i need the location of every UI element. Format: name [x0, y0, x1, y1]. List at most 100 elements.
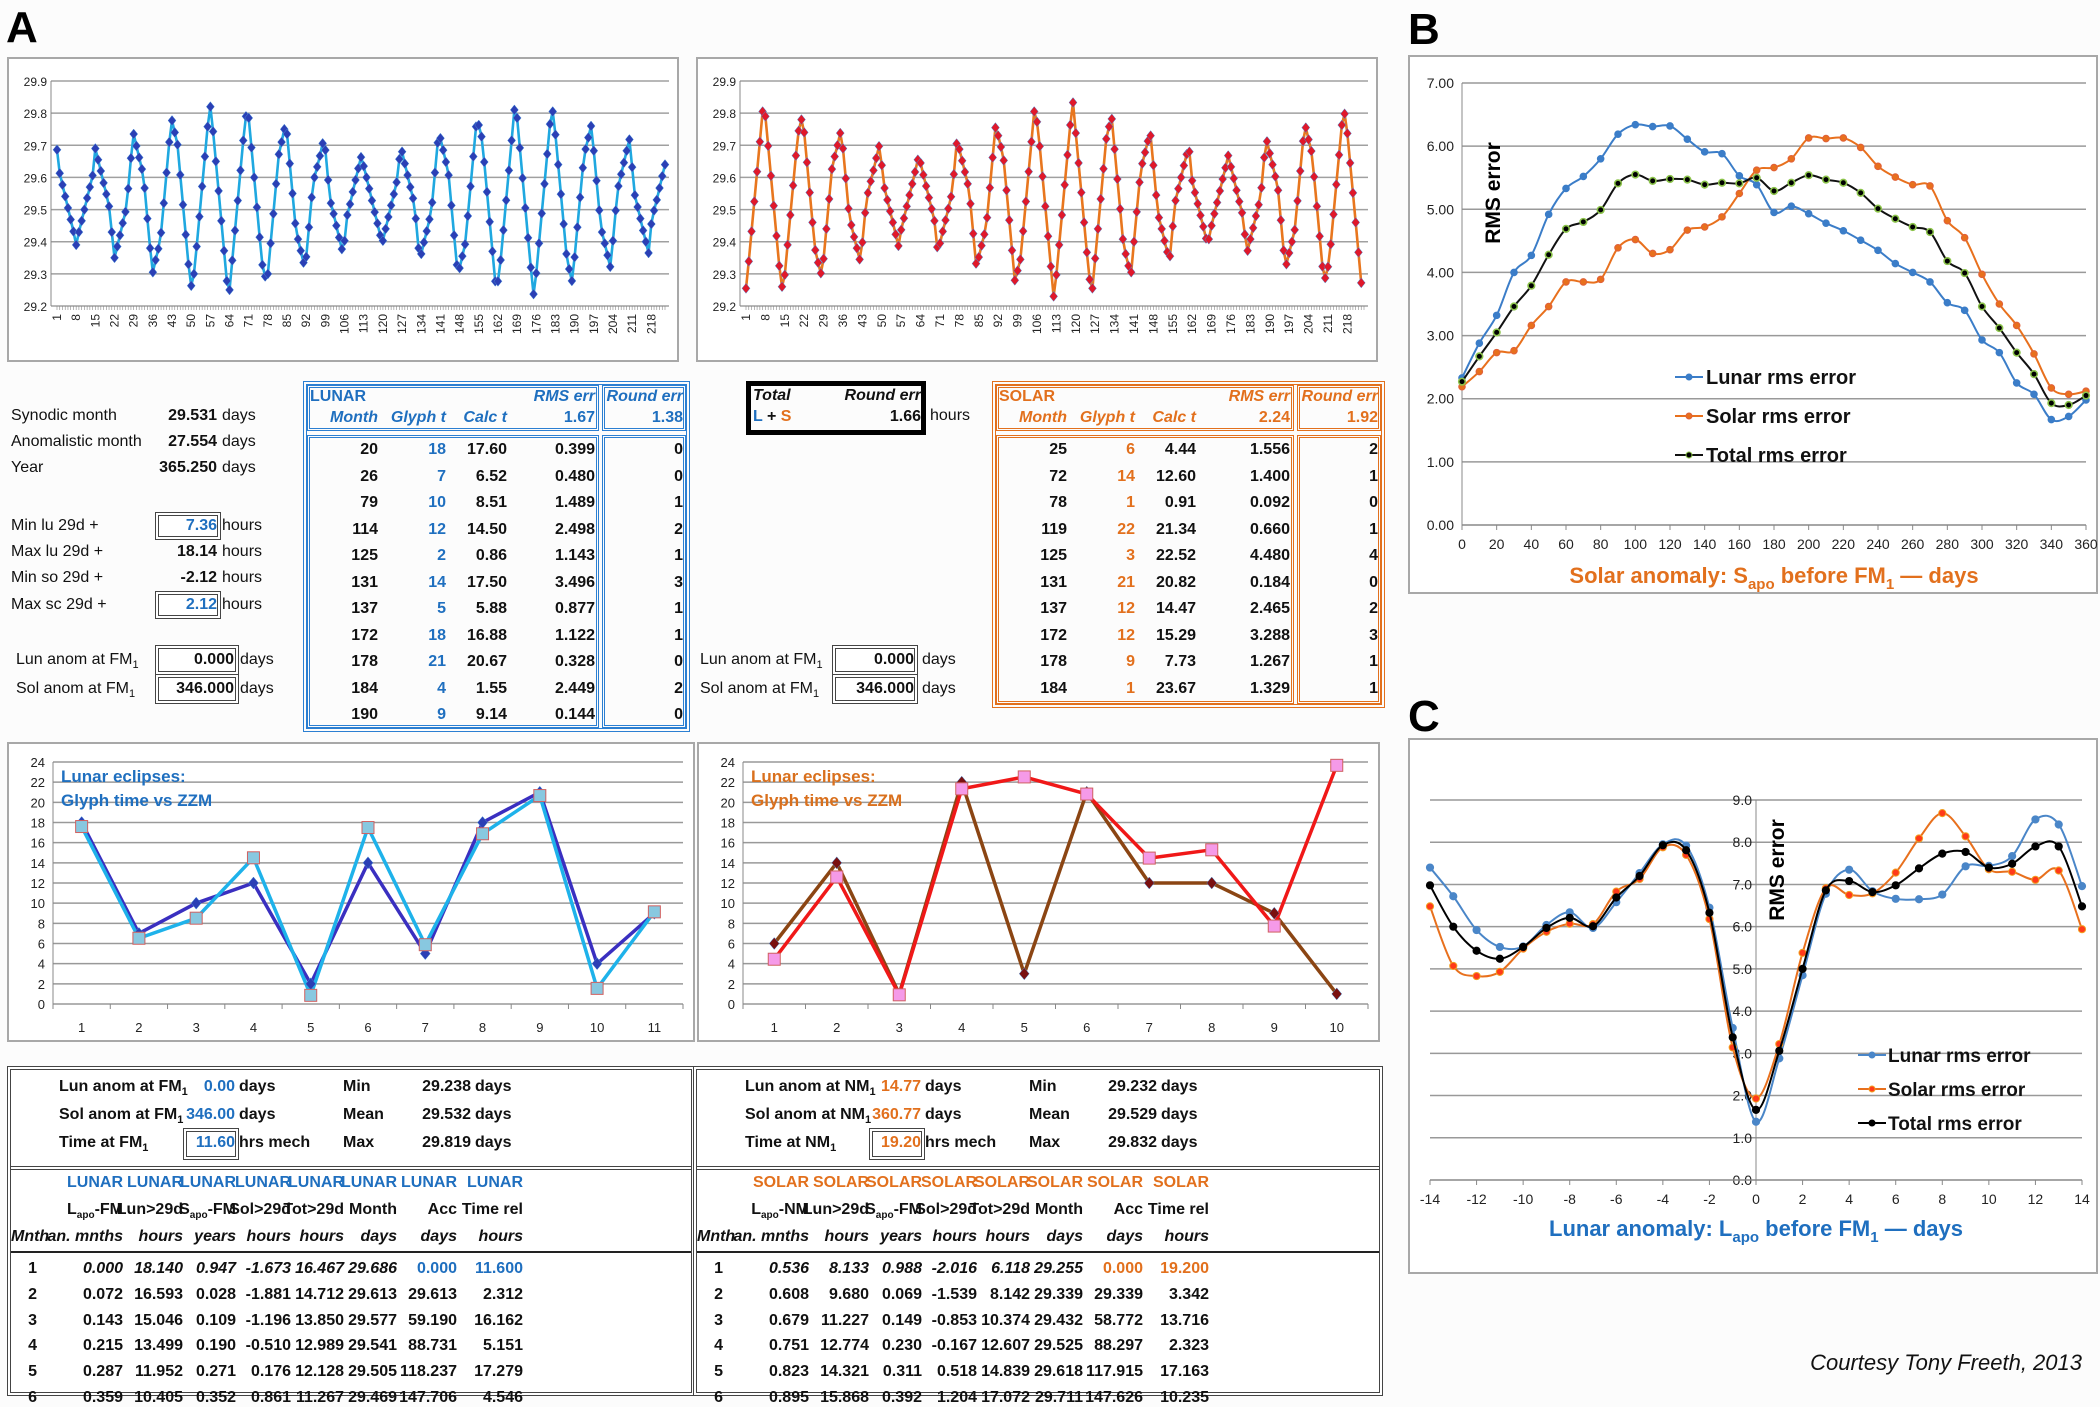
data-point	[1562, 184, 1570, 193]
data-point	[2031, 815, 2040, 824]
data-point	[927, 203, 936, 215]
data-point	[1223, 150, 1233, 161]
data-point	[58, 179, 67, 191]
data-point	[1137, 158, 1147, 170]
x-tick-label: 71	[933, 314, 947, 328]
group-label: LUNAR	[288, 1174, 344, 1191]
x-tick-label: 218	[1340, 314, 1354, 334]
lunar-eclipse-chart-frame: 0 2 4 6 8 10 12 14 16 18 20 22 24 1 2 3 4 5 6 7 8 9 10 11 Lunar …	[7, 742, 695, 1042]
data-point	[921, 180, 931, 192]
stat-label: Min	[1029, 1078, 1057, 1095]
data-point	[1544, 250, 1553, 259]
data-point	[999, 154, 1009, 166]
x-tick-label: 218	[644, 314, 658, 334]
data-point	[1262, 136, 1272, 147]
data-point	[88, 170, 97, 181]
data-point	[548, 106, 558, 117]
data-point	[307, 191, 317, 203]
data-point	[75, 820, 89, 834]
data-point	[63, 202, 73, 214]
table-cell: 58.772	[1094, 1311, 1143, 1329]
data-point	[980, 228, 989, 240]
data-point	[455, 262, 464, 274]
data-point	[647, 905, 661, 919]
data-point	[1821, 175, 1831, 184]
data-point	[1101, 133, 1111, 145]
x-tick-label: 57	[203, 314, 217, 328]
data-point	[1312, 200, 1322, 212]
table-cell: 16.88	[466, 626, 507, 644]
data-point	[1579, 172, 1588, 181]
data-point	[2030, 390, 2038, 399]
data-point	[1891, 173, 1900, 181]
table-cell: 2.465	[1249, 600, 1290, 617]
data-point	[830, 870, 844, 884]
lun_anom-label: Lun anom at FM1	[59, 1078, 188, 1098]
x-tick-label: 4	[1845, 1191, 1853, 1207]
data-point	[479, 156, 489, 168]
data-point	[1683, 135, 1692, 143]
x-tick-label: 64	[223, 314, 237, 328]
x-tick-label: 4	[250, 1020, 257, 1035]
stat-unit: days	[475, 1078, 512, 1095]
chart-b: 0.00 1.00 2.00 3.00 4.00 5.00 6.00 7.00 0 20 40 60 8…	[1427, 75, 2098, 593]
data-point	[274, 148, 284, 160]
param-value-box	[155, 512, 221, 540]
data-point	[1960, 306, 1969, 315]
subscript: 1	[132, 659, 139, 672]
data-point	[1449, 922, 1458, 931]
x-tick-label: 11	[648, 1020, 662, 1035]
label-text: Sol anom at FM	[59, 1106, 178, 1123]
table-cell: 2	[28, 1285, 37, 1303]
data-point	[255, 231, 264, 243]
table-cell: 12.128	[295, 1363, 344, 1381]
column-header: Sol>29d	[915, 1201, 977, 1218]
data-point	[1237, 207, 1247, 219]
x-tick-label: 78	[261, 314, 275, 328]
table-cell: 1	[1126, 494, 1135, 511]
data-point	[537, 208, 547, 219]
data-point	[74, 226, 84, 238]
data-point	[1648, 176, 1657, 185]
data-point	[858, 236, 867, 248]
x-tick-label: 127	[395, 314, 409, 334]
series-line-glyph	[772, 776, 1339, 999]
lunar-month-chart: 29.2 29.3 29.4 29.5 29.6 29.7 29.8 29.9 1 8 15 22 29…	[24, 75, 670, 334]
data-point	[991, 122, 1000, 134]
data-point	[649, 205, 659, 216]
data-point	[1839, 178, 1848, 187]
table-cell: 0.287	[82, 1363, 123, 1381]
chart-subtitle: Glyph time vs ZZM	[751, 791, 902, 810]
data-point	[211, 155, 221, 167]
stat-label: Min	[343, 1078, 371, 1095]
label-text: Time at NM	[745, 1134, 831, 1151]
data-point	[1449, 892, 1458, 901]
data-point	[521, 202, 530, 214]
table-cell: 11.600	[474, 1260, 523, 1277]
data-point	[551, 129, 560, 141]
data-point	[367, 195, 377, 206]
lunar-table-body	[307, 435, 599, 728]
y-tick-label: 7.00	[1427, 75, 1454, 91]
data-point	[356, 151, 366, 163]
legend-label: Lunar rms error	[1706, 367, 1856, 389]
data-point	[1612, 893, 1621, 902]
data-point	[559, 218, 568, 230]
y-tick-label: 29.8	[24, 107, 48, 121]
table-cell: 131	[351, 573, 378, 591]
data-point	[1251, 210, 1261, 222]
data-point	[1190, 187, 1200, 198]
y-tick-label: 18	[721, 816, 735, 831]
data-point	[1010, 274, 1020, 286]
data-point	[178, 199, 188, 211]
x-tick-label: 106	[1030, 314, 1044, 334]
data-point	[246, 851, 260, 865]
sol_anom-label: Sol anom at FM1	[59, 1106, 183, 1126]
x-tick-label: 162	[491, 314, 505, 334]
data-point	[1891, 259, 1900, 268]
data-point	[1007, 244, 1017, 256]
data-point	[418, 938, 432, 952]
x-tick-label: 141	[1127, 314, 1141, 334]
s-letter: S	[780, 408, 792, 425]
data-point	[233, 195, 243, 206]
